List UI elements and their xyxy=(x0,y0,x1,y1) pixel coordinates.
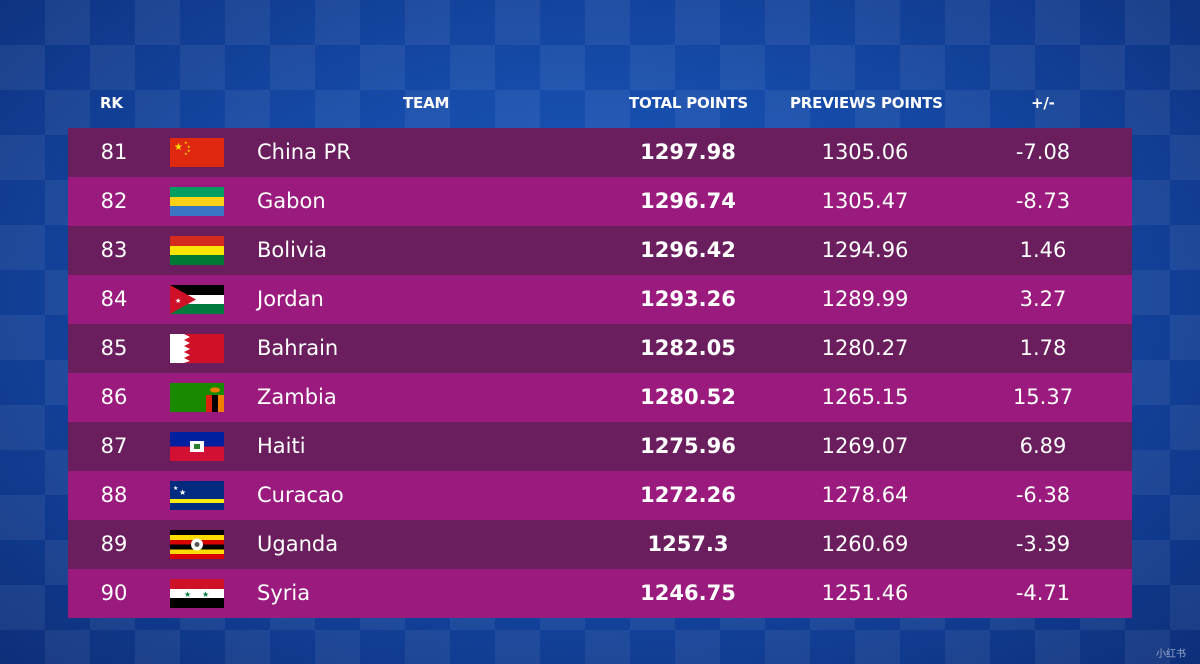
gabon-flag-icon xyxy=(170,187,224,216)
points-change: -8.73 xyxy=(1015,189,1071,213)
total-points: 1275.96 xyxy=(640,434,736,458)
previous-points: 1294.96 xyxy=(821,238,909,262)
rank-cell: 90 xyxy=(100,581,128,605)
rank-cell: 88 xyxy=(100,483,128,507)
total-points: 1293.26 xyxy=(640,287,736,311)
ranking-table: 81 ★ ★ ★ ★ ★ China PR 1297.98 1305.06 -7… xyxy=(68,128,1132,618)
total-points: 1246.75 xyxy=(640,581,736,605)
svg-text:★: ★ xyxy=(179,488,186,497)
rank-cell: 85 xyxy=(100,336,128,360)
total-points: 1280.52 xyxy=(640,385,736,409)
svg-text:★: ★ xyxy=(175,297,181,305)
points-change: 1.46 xyxy=(1019,238,1067,262)
total-points: 1297.98 xyxy=(640,140,736,164)
team-name: Bolivia xyxy=(257,238,328,262)
table-row: 88 ★ ★ Curacao 1272.26 1278.64 -6.38 xyxy=(68,471,1132,520)
svg-text:★: ★ xyxy=(184,151,188,156)
points-change: 15.37 xyxy=(1012,385,1074,409)
table-row: 81 ★ ★ ★ ★ ★ China PR 1297.98 1305.06 -7… xyxy=(68,128,1132,177)
header-team: TEAM xyxy=(403,94,450,112)
previous-points: 1280.27 xyxy=(821,336,909,360)
team-name: Bahrain xyxy=(257,336,339,360)
table-row: 90 ★ ★ Syria 1246.75 1251.46 -4.71 xyxy=(68,569,1132,618)
points-change: -7.08 xyxy=(1015,140,1071,164)
bolivia-flag-icon xyxy=(170,236,224,265)
table-row: 86 Zambia 1280.52 1265.15 15.37 xyxy=(68,373,1132,422)
header-total-points: TOTAL POINTS xyxy=(629,94,748,112)
header-previous-points: PREVIEWS POINTS xyxy=(790,94,943,112)
points-change: 3.27 xyxy=(1019,287,1067,311)
bahrain-flag-icon xyxy=(170,334,224,363)
svg-text:★: ★ xyxy=(187,144,191,149)
team-name: Curacao xyxy=(257,483,344,507)
rank-cell: 82 xyxy=(100,189,128,213)
team-name: Uganda xyxy=(257,532,339,556)
svg-text:★: ★ xyxy=(184,590,191,599)
total-points: 1257.3 xyxy=(647,532,729,556)
previous-points: 1260.69 xyxy=(821,532,909,556)
curacao-flag-icon: ★ ★ xyxy=(170,481,224,510)
rank-cell: 84 xyxy=(100,287,128,311)
svg-text:★: ★ xyxy=(184,140,188,145)
points-change: -4.71 xyxy=(1015,581,1071,605)
rank-cell: 89 xyxy=(100,532,128,556)
rank-cell: 87 xyxy=(100,434,128,458)
team-name: China PR xyxy=(257,140,351,164)
table-header: RK TEAM TOTAL POINTS PREVIEWS POINTS +/- xyxy=(68,88,1132,118)
table-row: 89 Uganda 1257.3 1260.69 -3.39 xyxy=(68,520,1132,569)
rank-cell: 81 xyxy=(100,140,128,164)
syria-flag-icon: ★ ★ xyxy=(170,579,224,608)
header-difference: +/- xyxy=(1031,94,1055,112)
previous-points: 1265.15 xyxy=(821,385,909,409)
jordan-flag-icon: ★ xyxy=(170,285,224,314)
points-change: -3.39 xyxy=(1015,532,1071,556)
uganda-flag-icon xyxy=(170,530,224,559)
total-points: 1296.74 xyxy=(640,189,736,213)
table-row: 83 Bolivia 1296.42 1294.96 1.46 xyxy=(68,226,1132,275)
watermark: 小红书 xyxy=(1156,649,1186,660)
china-flag-icon: ★ ★ ★ ★ ★ xyxy=(170,138,224,167)
previous-points: 1278.64 xyxy=(821,483,909,507)
rank-cell: 86 xyxy=(100,385,128,409)
team-name: Gabon xyxy=(257,189,326,213)
points-change: 6.89 xyxy=(1019,434,1067,458)
svg-text:★: ★ xyxy=(174,142,183,153)
team-name: Zambia xyxy=(257,385,337,409)
total-points: 1296.42 xyxy=(640,238,736,262)
zambia-flag-icon xyxy=(170,383,224,412)
total-points: 1282.05 xyxy=(640,336,736,360)
rank-cell: 83 xyxy=(100,238,128,262)
previous-points: 1305.47 xyxy=(821,189,909,213)
table-row: 85 Bahrain 1282.05 1280.27 1.78 xyxy=(68,324,1132,373)
previous-points: 1251.46 xyxy=(821,581,909,605)
svg-text:★: ★ xyxy=(173,485,178,492)
team-name: Syria xyxy=(257,581,311,605)
points-change: 1.78 xyxy=(1019,336,1067,360)
table-row: 82 Gabon 1296.74 1305.47 -8.73 xyxy=(68,177,1132,226)
previous-points: 1269.07 xyxy=(821,434,909,458)
previous-points: 1289.99 xyxy=(821,287,909,311)
table-row: 84 ★ Jordan 1293.26 1289.99 3.27 xyxy=(68,275,1132,324)
team-name: Jordan xyxy=(257,287,324,311)
table-row: 87 Haiti 1275.96 1269.07 6.89 xyxy=(68,422,1132,471)
svg-text:★: ★ xyxy=(202,590,209,599)
haiti-flag-icon xyxy=(170,432,224,461)
header-rank: RK xyxy=(100,94,123,112)
points-change: -6.38 xyxy=(1015,483,1071,507)
team-name: Haiti xyxy=(257,434,306,458)
svg-text:★: ★ xyxy=(187,148,191,153)
previous-points: 1305.06 xyxy=(821,140,909,164)
total-points: 1272.26 xyxy=(640,483,736,507)
